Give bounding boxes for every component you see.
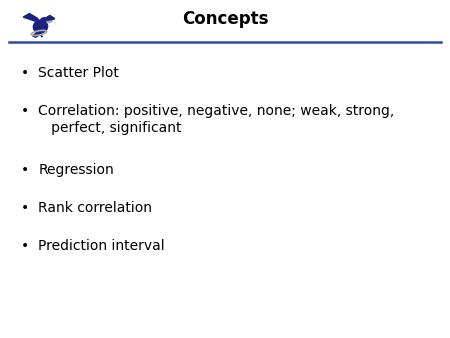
- Text: Prediction interval: Prediction interval: [38, 239, 165, 252]
- Text: Regression: Regression: [38, 163, 114, 177]
- Text: •: •: [21, 239, 29, 252]
- Text: Rank correlation: Rank correlation: [38, 201, 152, 215]
- Text: Concepts: Concepts: [182, 9, 268, 28]
- Text: Scatter Plot: Scatter Plot: [38, 66, 119, 80]
- Polygon shape: [23, 14, 40, 23]
- Text: Correlation: positive, negative, none; weak, strong,
   perfect, significant: Correlation: positive, negative, none; w…: [38, 104, 395, 135]
- Ellipse shape: [33, 20, 48, 33]
- Text: •: •: [21, 66, 29, 80]
- Text: •: •: [21, 163, 29, 177]
- Polygon shape: [32, 32, 42, 37]
- Polygon shape: [44, 16, 55, 23]
- Ellipse shape: [41, 18, 48, 23]
- Text: •: •: [21, 201, 29, 215]
- Polygon shape: [47, 21, 53, 23]
- Text: •: •: [21, 104, 29, 118]
